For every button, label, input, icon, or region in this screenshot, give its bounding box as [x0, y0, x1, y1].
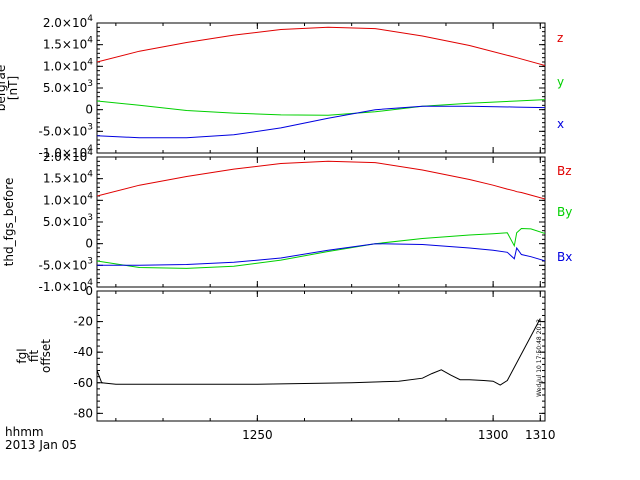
ytick-label: 0: [85, 284, 93, 298]
legend-label-z: z: [557, 31, 563, 45]
panel-1-ylabel: [nT]: [6, 76, 20, 100]
legend-label-Bz: Bz: [557, 164, 572, 178]
ytick-label: 1.0×104: [43, 191, 93, 207]
xaxis-label-date: 2013 Jan 05: [5, 438, 77, 452]
panel-2-ylabel: thd_fgs_before: [2, 178, 16, 267]
ytick-label: -5.0×103: [39, 122, 93, 138]
legend-label-By: By: [557, 205, 572, 219]
ytick-label: 5.0×103: [43, 79, 93, 95]
ytick-label: -40: [73, 345, 93, 359]
series-line-y: [97, 99, 545, 116]
ytick-label: -1.0×104: [39, 278, 94, 294]
ytick-label: 5.0×103: [43, 213, 93, 229]
series-line-Bz: [97, 160, 545, 200]
xtick-label: 1250: [242, 428, 273, 442]
ytick-label: 0: [85, 103, 93, 117]
ytick-label: -1.0×104: [39, 144, 94, 160]
series-line-Bx: [97, 243, 545, 266]
panel-1-ylabel: befgrae: [0, 65, 8, 112]
series-line-offset: [97, 318, 541, 386]
panel-3-frame: [96, 290, 546, 422]
xaxis-label-hhmm: hhmm: [5, 425, 44, 439]
legend-label-Bx: Bx: [557, 250, 572, 264]
ytick-label: 2.0×104: [43, 148, 93, 164]
ytick-label: 0: [85, 237, 93, 251]
series-line-By: [97, 227, 545, 269]
xtick-label: 1310: [525, 428, 556, 442]
panel-3-ylabel: fgl: [15, 348, 29, 363]
ytick-label: -20: [73, 315, 93, 329]
ytick-label: -80: [73, 406, 93, 420]
ytick-label: 1.0×104: [43, 57, 93, 73]
panel-3-ylabel: offset: [39, 339, 53, 373]
timestamp: Wed Jul 10 17:50:48 2013: [536, 319, 543, 397]
legend-label-y: y: [557, 75, 564, 89]
series-line-z: [97, 26, 545, 67]
panel-3-ylabel: fit: [27, 350, 41, 363]
ytick-label: -60: [73, 376, 93, 390]
legend-label-x: x: [557, 117, 564, 131]
ytick-label: 1.5×104: [43, 170, 93, 186]
series-line-x: [97, 105, 545, 139]
panel-1-frame: [96, 22, 546, 154]
ytick-label: -5.0×103: [39, 256, 93, 272]
xtick-label: 1300: [478, 428, 509, 442]
ytick-label: 1.5×104: [43, 36, 93, 52]
ytick-label: 2.0×104: [43, 14, 93, 30]
